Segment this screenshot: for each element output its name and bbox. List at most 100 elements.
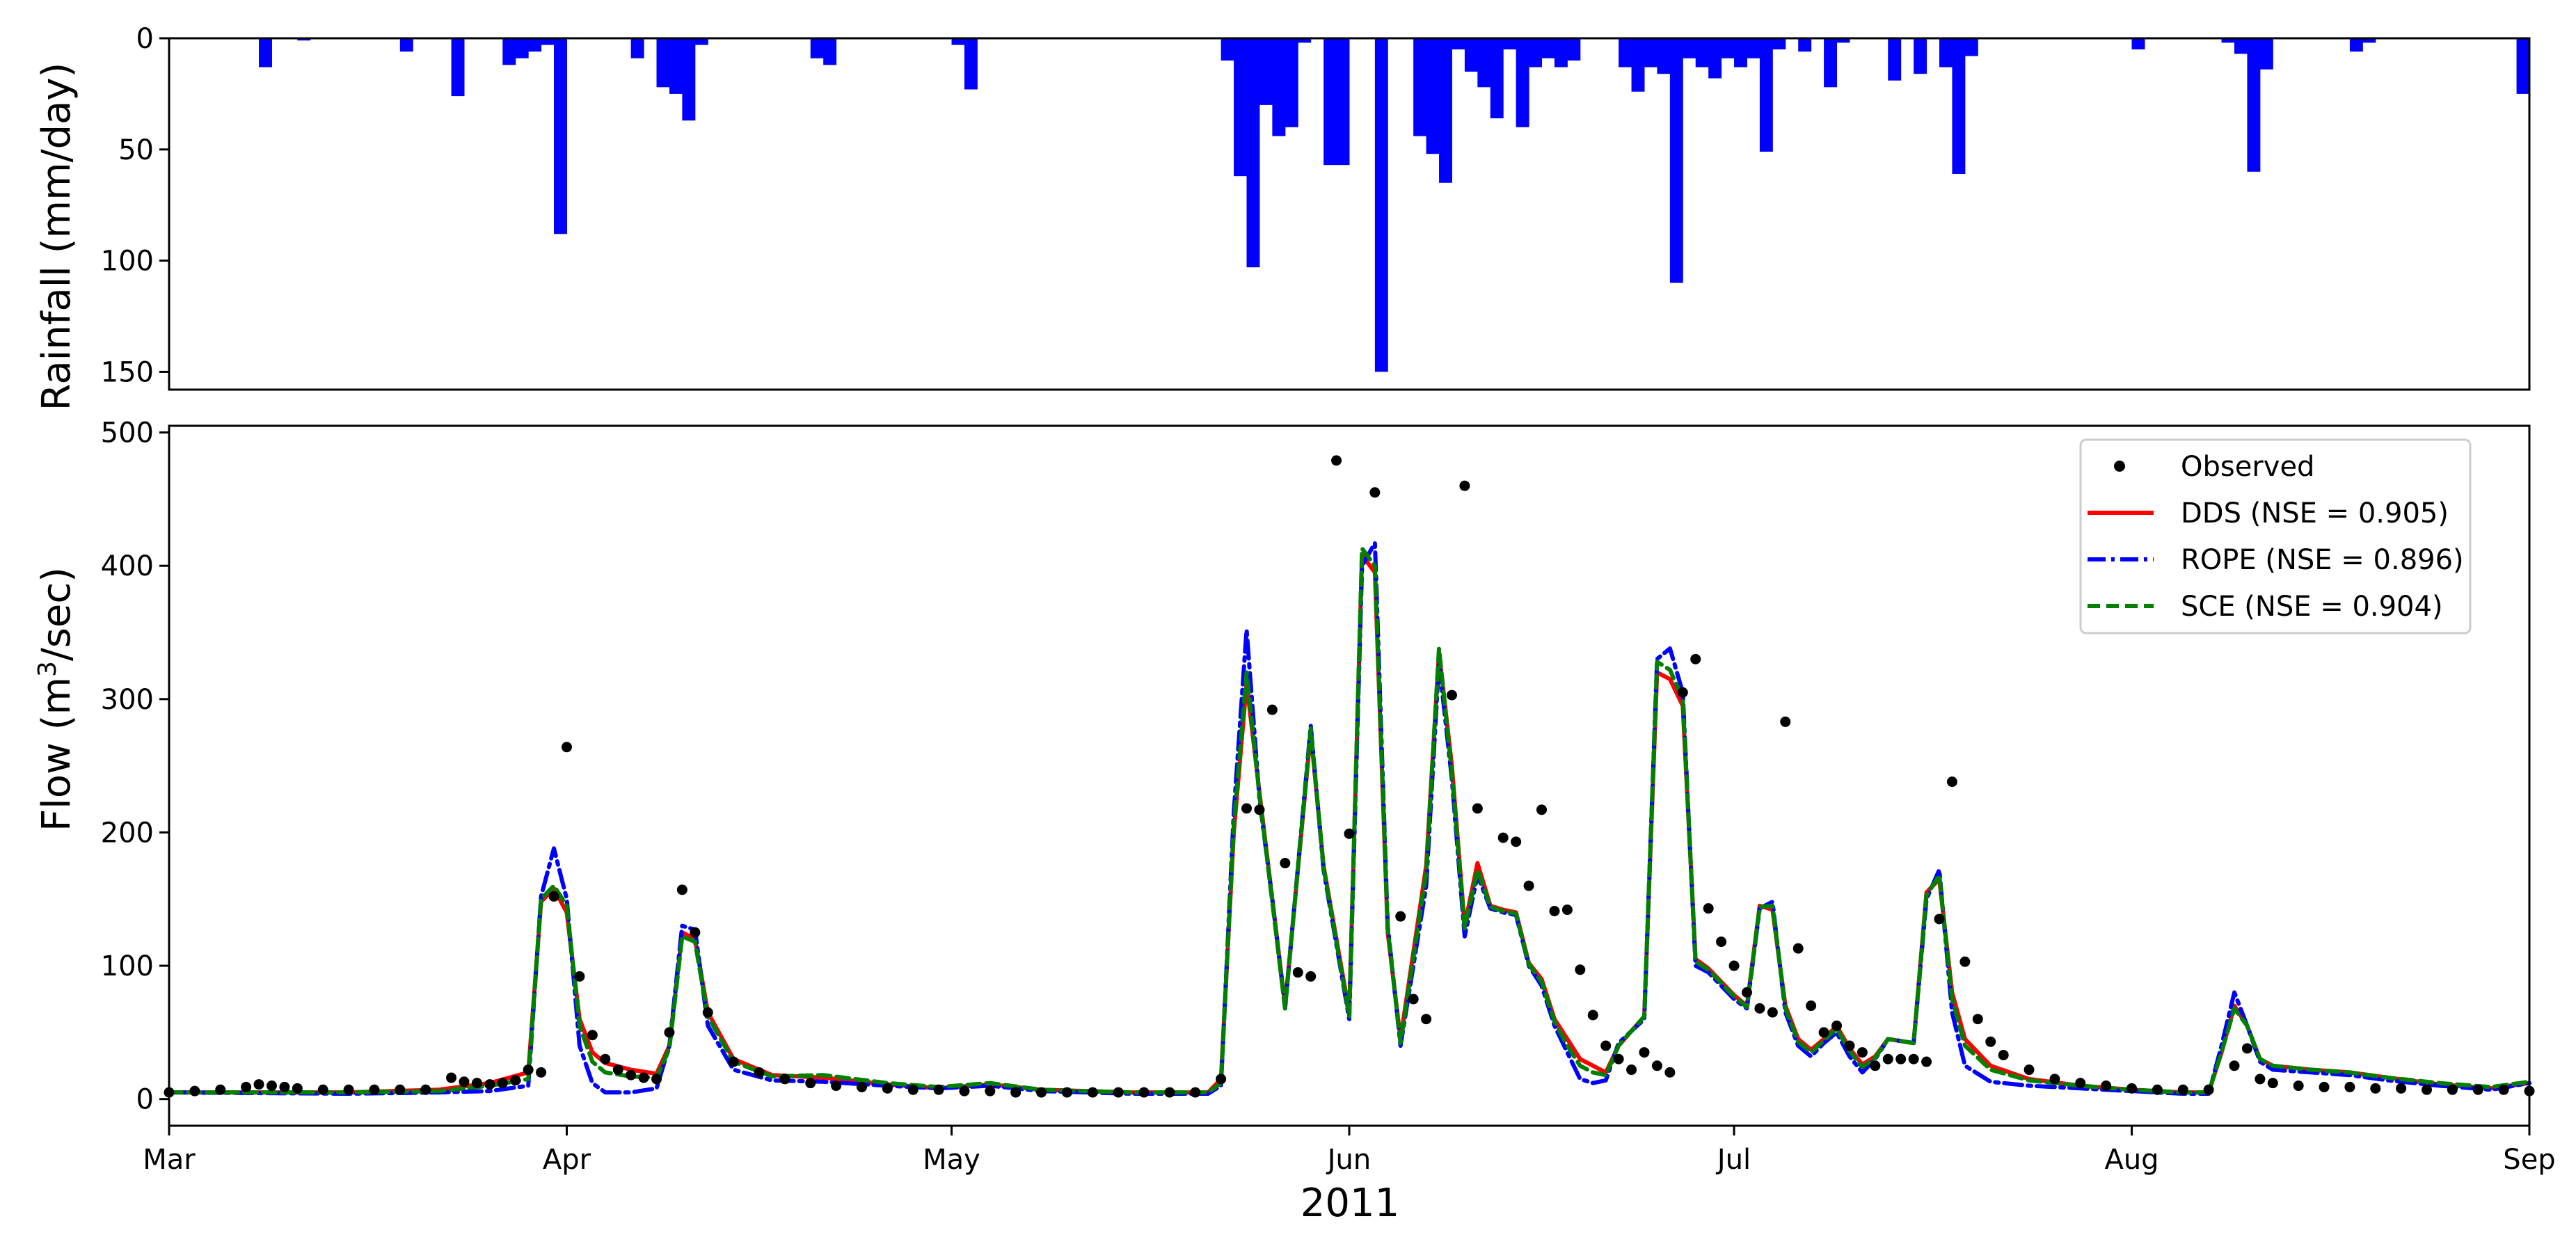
observed-point (215, 1084, 226, 1095)
observed-point (2049, 1074, 2060, 1085)
observed-point (638, 1072, 649, 1083)
observed-point (805, 1078, 816, 1089)
observed-point (1138, 1087, 1150, 1098)
rainfall-bar (2362, 38, 2376, 43)
observed-point (882, 1083, 893, 1094)
observed-point (612, 1064, 623, 1076)
rainfall-bar (1541, 38, 1555, 58)
observed-point (1946, 776, 1957, 788)
legend-rope-label: ROPE (NSE = 0.896) (2181, 544, 2464, 576)
rainfall-bar (554, 38, 567, 234)
x-tick-label: Jul (1715, 1144, 1751, 1176)
observed-point (702, 1007, 713, 1018)
observed-point (1241, 803, 1253, 814)
rainfall-bar (1554, 38, 1568, 67)
observed-point (690, 927, 701, 938)
rainfall-bar (1464, 38, 1478, 72)
rainfall-bar (399, 38, 413, 52)
observed-point (1792, 943, 1804, 954)
x-tick-label: Sep (2503, 1144, 2555, 1176)
rainfall-bar (1657, 38, 1671, 74)
rainfall-bar (2234, 38, 2248, 54)
rainfall-bar (541, 38, 555, 45)
observed-point (2396, 1083, 2407, 1094)
observed-point (2293, 1080, 2304, 1092)
observed-point (1844, 1040, 1855, 1051)
rainfall-bar (1964, 38, 1978, 56)
flow-y-tick-label: 0 (136, 1084, 154, 1116)
observed-point (1292, 967, 1303, 978)
observed-point (2152, 1084, 2163, 1095)
observed-point (1716, 936, 1727, 948)
observed-point (2267, 1078, 2278, 1089)
observed-point (2177, 1084, 2188, 1095)
observed-point (1497, 832, 1509, 843)
rainfall-bar (1452, 38, 1465, 49)
observed-point (292, 1083, 303, 1094)
observed-point (510, 1075, 521, 1086)
observed-point (1754, 1003, 1765, 1014)
observed-point (1703, 903, 1714, 914)
rainfall-bar (2516, 38, 2530, 94)
rainfall-bar (669, 38, 683, 94)
rainfall-bar (1939, 38, 1953, 67)
rainfall-bar (1619, 38, 1632, 67)
legend-box (2079, 438, 2472, 635)
rainfall-bar (2131, 38, 2145, 49)
rainfall-y-axis-label: Rainfall (mm/day) (34, 63, 79, 411)
flow-y-tick-label: 100 (101, 950, 154, 982)
observed-point (1882, 1053, 1893, 1064)
observed-point (651, 1074, 662, 1085)
legend-item-dds: DDS (NSE = 0.905) (2088, 497, 2449, 529)
rainfall-panel: 0 50 100 150 (101, 23, 2531, 391)
observed-point (1254, 804, 1265, 815)
observed-point (1511, 836, 1522, 847)
legend-item-sce: SCE (NSE = 0.904) (2088, 591, 2443, 623)
rainfall-bar (1798, 38, 1812, 52)
rainfall-y-tick-label: 50 (118, 134, 154, 166)
observed-point (369, 1084, 380, 1095)
observed-point (395, 1084, 406, 1095)
rainfall-bar (951, 38, 965, 45)
x-tick-label: May (923, 1144, 980, 1176)
observed-point (343, 1084, 354, 1095)
observed-point (2255, 1074, 2266, 1085)
observed-point (446, 1072, 457, 1083)
rainfall-bar (1708, 38, 1722, 79)
observed-point (1998, 1049, 2009, 1060)
flow-y-tick-label: 400 (101, 550, 154, 582)
observed-point (2075, 1078, 2086, 1089)
rainfall-bar (1683, 38, 1696, 58)
rainfall-bar (1669, 38, 1683, 283)
observed-point (279, 1081, 290, 1092)
observed-point (1690, 653, 1701, 664)
observed-point (1934, 914, 1945, 925)
rainfall-bar (1567, 38, 1581, 61)
observed-point (536, 1067, 547, 1078)
observed-point (1767, 1007, 1778, 1018)
observed-point (1523, 880, 1534, 891)
observed-point (664, 1027, 675, 1038)
rainfall-bar (1836, 38, 1850, 43)
observed-point (1536, 804, 1548, 815)
rainfall-bar (502, 38, 516, 65)
observed-point (587, 1030, 598, 1041)
observed-point (1459, 480, 1470, 491)
observed-point (189, 1085, 200, 1097)
observed-point (1613, 1053, 1624, 1064)
observed-point (728, 1056, 739, 1067)
observed-point (1369, 487, 1381, 498)
observed-point (1561, 904, 1573, 916)
observed-point (1741, 987, 1752, 998)
legend-item-rope: ROPE (NSE = 0.896) (2088, 544, 2464, 576)
flow-y-tick-label: 500 (101, 417, 154, 449)
observed-point (484, 1079, 495, 1090)
observed-point (676, 884, 687, 895)
observed-point (1857, 1047, 1868, 1058)
observed-point (1087, 1087, 1098, 1098)
rainfall-bar (1747, 38, 1760, 58)
rainfall-bar (810, 38, 824, 58)
observed-point (933, 1084, 944, 1095)
rainfall-bar (1529, 38, 1543, 67)
observed-point (561, 742, 572, 753)
